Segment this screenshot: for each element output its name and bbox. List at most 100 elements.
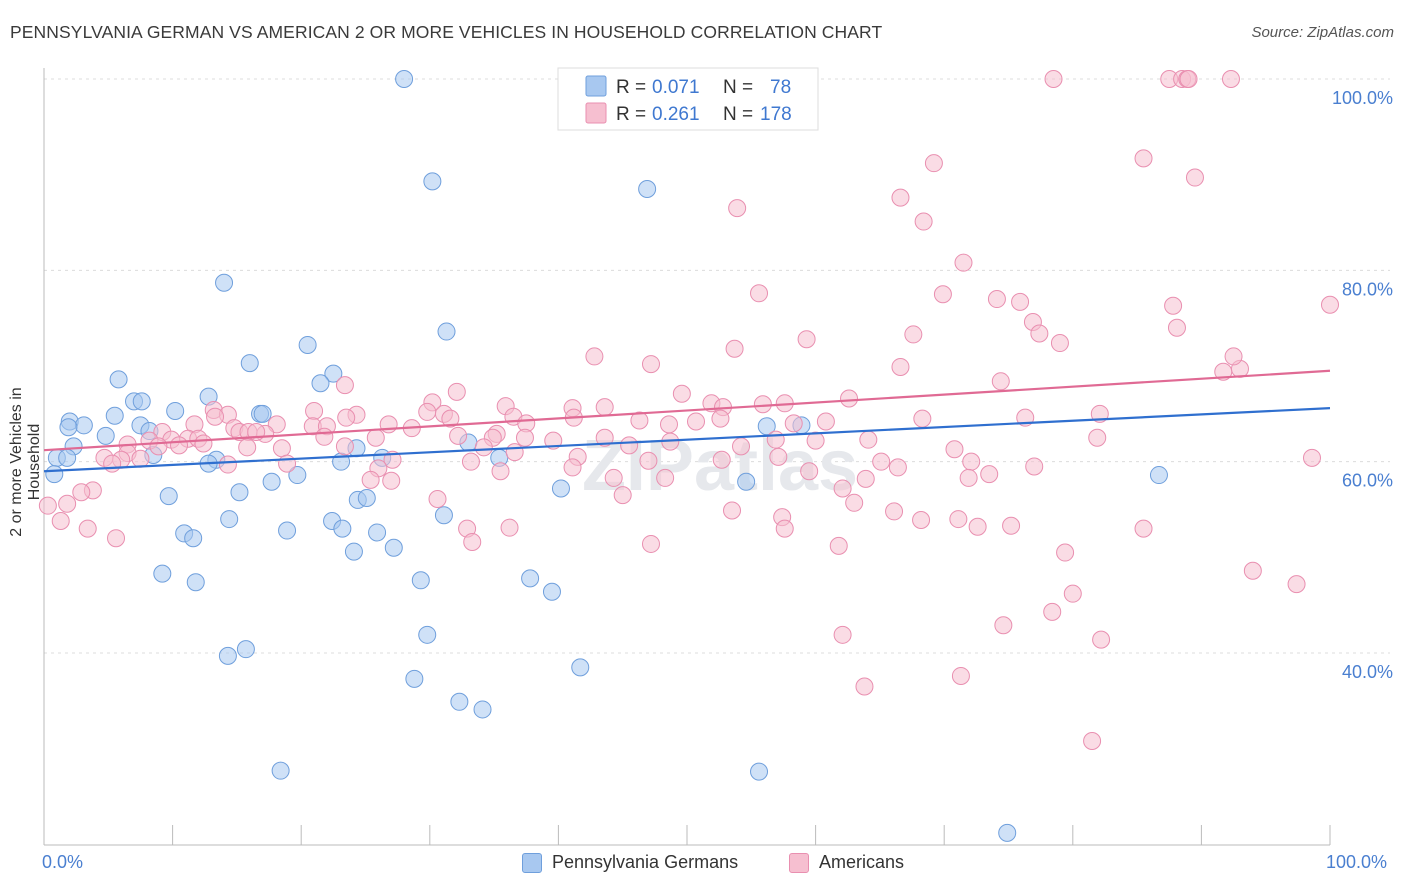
americans-point: [712, 450, 731, 469]
americans-point: [924, 154, 943, 173]
americans-point: [775, 519, 794, 538]
americans-point: [238, 438, 257, 457]
americans-point: [1025, 457, 1044, 476]
americans-point: [1043, 602, 1062, 621]
americans-point: [170, 436, 189, 455]
americans-point: [544, 431, 563, 450]
americans-point: [1011, 292, 1030, 311]
americans-point: [1056, 543, 1075, 562]
americans-point: [315, 427, 334, 446]
americans-point: [58, 494, 77, 513]
pennsylvania-germans-point: [184, 529, 203, 548]
americans-point: [595, 398, 614, 417]
americans-point: [337, 408, 356, 427]
y-tick-label-0: 40.0%: [1342, 662, 1393, 682]
americans-point: [366, 428, 385, 447]
americans-point: [885, 502, 904, 521]
americans-point: [1224, 347, 1243, 366]
y-tick-label-1: 60.0%: [1342, 471, 1393, 491]
americans-point: [103, 454, 122, 473]
americans-point: [641, 534, 660, 553]
legend-r-label-1: R =: [616, 77, 646, 98]
trend-lines: [43, 369, 1331, 473]
pennsylvania-germans-point: [521, 569, 540, 588]
americans-point: [38, 496, 57, 515]
americans-point: [131, 449, 150, 468]
bottom-legend: Pennsylvania Germans Americans: [0, 850, 1406, 880]
americans-point: [912, 511, 931, 530]
pennsylvania-germans-point: [395, 70, 414, 88]
americans-point: [1030, 324, 1049, 343]
pennsylvania-germans-point: [278, 521, 297, 540]
americans-point: [1083, 732, 1102, 751]
americans-point: [51, 511, 70, 530]
americans-point: [604, 468, 623, 487]
americans-point: [1050, 334, 1069, 353]
pennsylvania-germans-point: [368, 523, 387, 542]
americans-point: [904, 325, 923, 344]
legend-item-pennsylvania-germans[interactable]: Pennsylvania Germans: [522, 852, 738, 873]
legend-n-label-1: N =: [723, 77, 753, 98]
pennsylvania-germans-point: [288, 466, 307, 485]
americans-point: [949, 510, 968, 529]
americans-point: [723, 501, 742, 520]
pennsylvania-germans-point: [551, 479, 570, 498]
pennsylvania-germans-point: [344, 542, 363, 561]
americans-point: [888, 458, 907, 477]
pennsylvania-germans-point: [298, 335, 317, 354]
axes: [43, 68, 1331, 846]
americans-point: [428, 489, 447, 508]
americans-point: [833, 479, 852, 498]
americans-point: [1321, 295, 1339, 314]
legend-label-americans: Americans: [819, 852, 905, 872]
americans-point: [267, 415, 286, 434]
americans-point: [1243, 561, 1262, 580]
legend-swatch-blue-bottom: [522, 852, 542, 873]
pennsylvania-germans-point: [240, 354, 259, 373]
americans-point: [441, 409, 460, 428]
americans-point: [1090, 404, 1109, 423]
americans-point: [1002, 516, 1021, 535]
pennsylvania-germans-point: [186, 573, 205, 592]
pennsylvania-germans-point: [132, 392, 151, 411]
americans-point: [687, 412, 706, 431]
americans-point: [500, 518, 519, 537]
legend-item-americans[interactable]: Americans: [789, 852, 904, 873]
americans-point: [962, 452, 981, 471]
americans-point: [505, 443, 524, 462]
americans-point: [206, 407, 225, 426]
americans-point: [1092, 630, 1111, 649]
americans-point: [149, 437, 168, 456]
americans-point: [641, 355, 660, 374]
americans-point: [829, 536, 848, 555]
legend-r-value-2: 0.261: [652, 104, 700, 125]
pennsylvania-germans-point: [159, 487, 178, 506]
americans-point: [994, 616, 1013, 635]
americans-point: [1185, 168, 1204, 187]
legend-n-value-1: 78: [770, 77, 791, 98]
americans-point: [797, 330, 816, 349]
pennsylvania-germans-point: [253, 404, 272, 423]
americans-point: [672, 384, 691, 403]
americans-point: [859, 430, 878, 449]
americans-point: [954, 253, 973, 272]
source-credit: Source: ZipAtlas.com: [1251, 24, 1394, 41]
americans-point: [732, 437, 751, 456]
americans-point: [945, 440, 964, 459]
pennsylvania-germans-point: [737, 472, 756, 491]
americans-point: [1179, 70, 1198, 88]
americans-point: [335, 376, 354, 395]
pennsylvania-germans-point: [542, 582, 561, 601]
pennsylvania-germans-point: [74, 416, 93, 435]
americans-point: [1164, 296, 1183, 315]
americans-point: [728, 199, 747, 218]
americans-point: [1134, 149, 1153, 168]
trend-line-americans: [43, 369, 1331, 452]
americans-point: [980, 465, 999, 484]
legend-swatch-pink-bottom: [789, 852, 809, 873]
pennsylvania-germans-point: [1149, 466, 1168, 485]
pennsylvania-germans-point: [418, 625, 437, 644]
y-tick-label-3: 100.0%: [1332, 88, 1393, 108]
pennsylvania-germans-point: [750, 762, 769, 781]
